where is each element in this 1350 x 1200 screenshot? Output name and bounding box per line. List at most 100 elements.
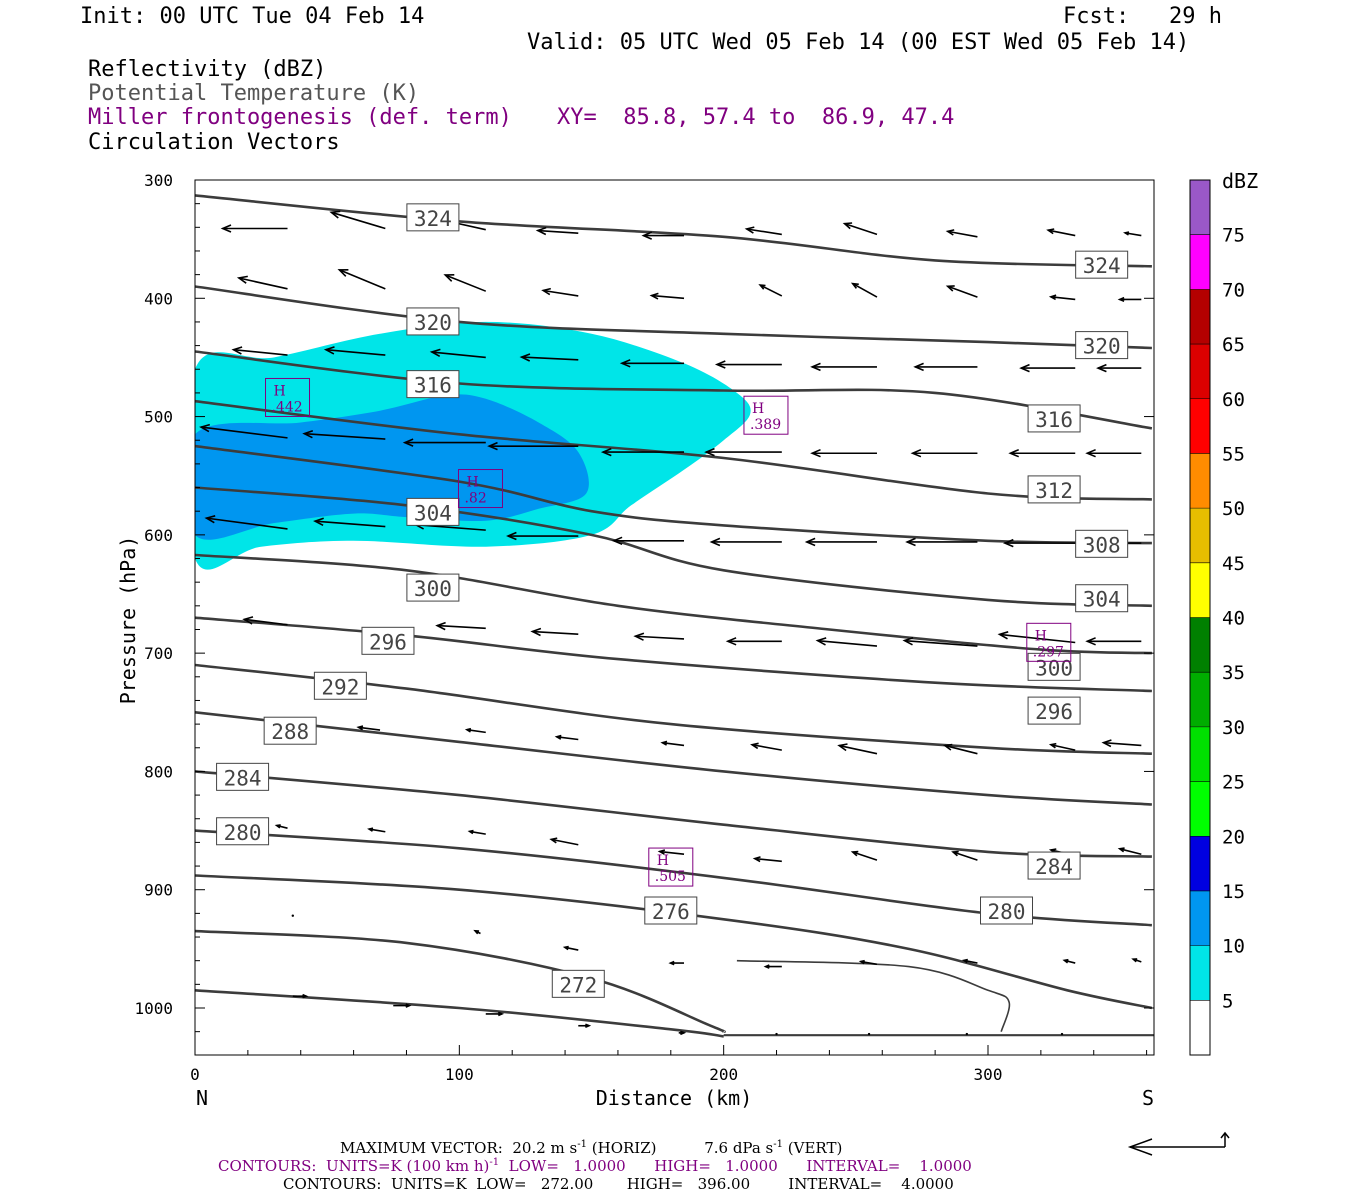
vector-arrow	[329, 210, 386, 230]
vector-arrow	[1117, 296, 1142, 303]
theta-label-text: 324	[414, 207, 452, 231]
x-left-end-label: N	[196, 1086, 208, 1110]
colorbar-tick-label: 5	[1222, 990, 1233, 1012]
x-tick-label: 200	[709, 1065, 738, 1084]
theta-labels: 324 324 320 320 316 316 312 308 304 304 300 300 296 2…	[216, 203, 1129, 998]
colorbar-tick-label: 40	[1222, 608, 1245, 630]
contours-frontogenesis-range: LOW= 1.0000 HIGH= 1.0000 INTERVAL= 1.000…	[499, 1157, 972, 1175]
x-tick-label: 100	[445, 1065, 474, 1084]
vector-arrow	[530, 627, 579, 637]
horiz-tag: (HORIZ)	[591, 1139, 657, 1157]
colorbar-title: dBZ	[1222, 169, 1258, 193]
theta-label: 320	[406, 307, 460, 336]
frontogenesis-max: H.442	[265, 377, 311, 417]
theta-contour-extra	[736, 959, 1011, 1032]
vector-arrow	[1002, 538, 1076, 548]
theta-label-text: 284	[1035, 855, 1073, 879]
vector-arrow	[393, 1003, 412, 1008]
theta-label-text: 300	[414, 577, 452, 601]
vector-arrow	[1085, 637, 1142, 646]
frontogenesis-max-value: .505	[655, 869, 686, 885]
vector-arrow	[810, 362, 877, 372]
frontogenesis-max-label: H	[752, 401, 764, 417]
vector-arrow	[1117, 847, 1142, 856]
colorbar-segment	[1190, 945, 1210, 1001]
vector-arrow	[242, 616, 288, 626]
theta-label: 304	[406, 497, 460, 526]
frontogenesis-max-value: .82	[464, 491, 486, 507]
vector-arrow	[951, 850, 978, 861]
theta-label-text: 276	[652, 900, 690, 924]
y-tick-label: 1000	[134, 999, 173, 1018]
frontogenesis-max: H.297	[1026, 622, 1072, 662]
vector-arrow	[519, 353, 579, 362]
theta-label: 320	[1075, 331, 1129, 360]
vector-arrow	[1131, 958, 1142, 963]
vector-arrow	[619, 359, 685, 368]
contours-frontogenesis-line: CONTOURS: UNITS=K (100 km h)-1 LOW= 1.00…	[218, 1157, 972, 1175]
vector-arrow	[842, 222, 878, 236]
vector-arrow	[611, 536, 685, 546]
vector-arrow	[837, 743, 878, 755]
theta-label: 324	[1075, 250, 1129, 279]
vector-arrow	[443, 274, 487, 292]
colorbar-tick-label: 55	[1222, 443, 1245, 465]
colorbar-tick-label: 35	[1222, 662, 1245, 684]
theta-label-text: 312	[1035, 479, 1073, 503]
vector-arrow	[744, 226, 782, 236]
vector-arrow	[945, 285, 978, 298]
vector-arrow	[815, 637, 878, 647]
theta-label-text: 320	[1083, 335, 1121, 359]
colorbar-segment	[1190, 562, 1210, 618]
forecast-hour: Fcst: 29 h	[1063, 4, 1222, 29]
plot-frame	[194, 179, 1155, 1056]
vector-arrow	[1096, 363, 1142, 373]
x-tick-label: 0	[190, 1065, 200, 1084]
theta-label-text: 272	[559, 973, 597, 997]
colorbar-tick-label: 60	[1222, 389, 1245, 411]
colorbar-segment	[1190, 289, 1210, 345]
vector-arrow	[867, 1032, 871, 1036]
frontogenesis-max-value: .442	[272, 399, 303, 415]
theta-contour-288	[195, 711, 1152, 806]
cross-section-endpoints: XY= 85.8, 57.4 to 86.9, 47.4	[557, 105, 955, 130]
contours-theta-line: CONTOURS: UNITS=K LOW= 272.00 HIGH= 396.…	[283, 1175, 954, 1193]
colorbar-segment	[1190, 890, 1210, 946]
theta-label-text: 292	[321, 675, 359, 699]
vector-arrow	[997, 631, 1076, 644]
axes: 300 400 500 600 700 800 900 1000 0 100 200 300	[134, 171, 1154, 1084]
vector-arrow	[1008, 448, 1076, 458]
theta-label: 316	[406, 370, 460, 399]
theta-label-text: 300	[1035, 656, 1073, 680]
frontogenesis-max: H.505	[648, 847, 694, 887]
colorbar-tick-label: 10	[1222, 936, 1245, 958]
colorbar-segment	[1190, 781, 1210, 837]
vector-arrow	[464, 727, 486, 734]
field-frontogenesis: Miller frontogenesis (def. term)	[88, 105, 512, 130]
max-vector-vert: 7.6 dPa s	[704, 1139, 774, 1157]
theta-label-text: 296	[369, 630, 407, 654]
vector-arrow	[913, 362, 978, 372]
vector-arrow	[1019, 363, 1076, 373]
vector-arrow	[337, 269, 386, 290]
vector-arrow	[850, 282, 878, 298]
y-tick-label: 300	[144, 171, 173, 190]
colorbar-segment	[1190, 453, 1210, 509]
vector-arrow	[467, 829, 486, 835]
theta-contour-316	[195, 350, 1153, 430]
colorbar-segment	[1190, 508, 1210, 563]
reflectivity-10dbz-region	[195, 394, 589, 540]
theta-label: 304	[1075, 584, 1129, 613]
y-tick-label: 500	[144, 408, 173, 427]
vector-arrow	[1085, 448, 1142, 458]
theta-label: 312	[1027, 475, 1081, 504]
theta-label-text: 324	[1083, 254, 1121, 278]
vector-arrow	[1048, 742, 1076, 751]
x-axis-label: Distance (km)	[596, 1086, 753, 1110]
vector-arrow	[905, 537, 978, 547]
max-vector-label: MAXIMUM VECTOR:	[340, 1139, 503, 1157]
vector-arrow	[292, 993, 309, 999]
theta-label: 324	[406, 203, 460, 232]
theta-contour-296	[195, 616, 1152, 693]
